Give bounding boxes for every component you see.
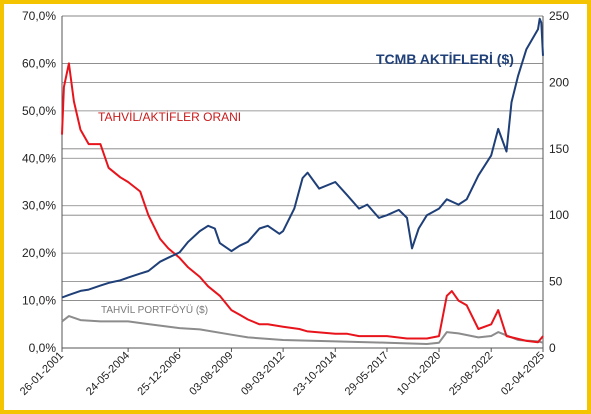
portfolio-label: TAHVİL PORTFÖYÜ ($) bbox=[101, 303, 208, 316]
chart-frame: 0,0% 10,0% 20,0% 30,0% 40,0% 50,0% 60,0% 70,0% … bbox=[4, 4, 587, 410]
left-axis-tick-labels: 0,0% 10,0% 20,0% 30,0% 40,0% 50,0% 60,0% 70,0% bbox=[22, 9, 56, 355]
left-tick-label: 0,0% bbox=[29, 341, 57, 355]
x-tick-label: 23-10-2014 bbox=[291, 350, 339, 398]
x-axis-tick-labels: 26-01-2001 24-05-2004 25-12-2006 03-08-2009… bbox=[18, 348, 547, 398]
x-tick-label: 24-05-2004 bbox=[84, 350, 132, 398]
x-tick-label: 26-01-2001 bbox=[18, 350, 66, 398]
right-tick-label: 200 bbox=[549, 75, 569, 89]
left-tick-label: 50,0% bbox=[22, 104, 56, 118]
x-tick-label: 03-08-2009 bbox=[187, 350, 235, 398]
x-tick-label: 29-05-2017 bbox=[343, 350, 391, 398]
dual-axis-line-chart: 0,0%10,0%20,0%30,0%40,0%50,0%60,0%70,0% … bbox=[18, 9, 570, 398]
x-tick-label: 25-08-2022 bbox=[447, 350, 495, 398]
series-line-0 bbox=[61, 17, 544, 299]
series-lines bbox=[61, 17, 544, 345]
series-line-1 bbox=[61, 62, 544, 344]
axes bbox=[61, 16, 544, 349]
right-tick-label: 100 bbox=[549, 208, 569, 222]
left-tick-label: 20,0% bbox=[22, 246, 56, 260]
left-tick-label: 40,0% bbox=[22, 151, 56, 165]
series-line-2 bbox=[61, 315, 544, 345]
left-tick-label: 30,0% bbox=[22, 199, 56, 213]
right-tick-label: 0 bbox=[549, 341, 556, 355]
grid-lines bbox=[62, 15, 543, 301]
x-tick-label: 25-12-2006 bbox=[135, 350, 183, 398]
left-tick-label: 70,0% bbox=[22, 9, 56, 23]
x-tick-label: 10-01-2020 bbox=[395, 350, 443, 398]
tcmb-assets-label: TCMB AKTİFLERİ ($) bbox=[376, 51, 514, 67]
right-axis-tick-labels: 0 50 100 150 200 250 bbox=[549, 9, 569, 355]
ratio-label: TAHVİL/AKTİFLER ORANI bbox=[98, 110, 241, 124]
right-tick-label: 250 bbox=[549, 9, 569, 23]
x-tick-label: 09-03-2012 bbox=[239, 350, 287, 398]
right-tick-label: 50 bbox=[549, 275, 563, 289]
left-tick-label: 10,0% bbox=[22, 294, 56, 308]
left-tick-label: 60,0% bbox=[22, 56, 56, 70]
right-tick-label: 150 bbox=[549, 142, 569, 156]
x-tick-label: 02-04-2025 bbox=[499, 350, 547, 398]
